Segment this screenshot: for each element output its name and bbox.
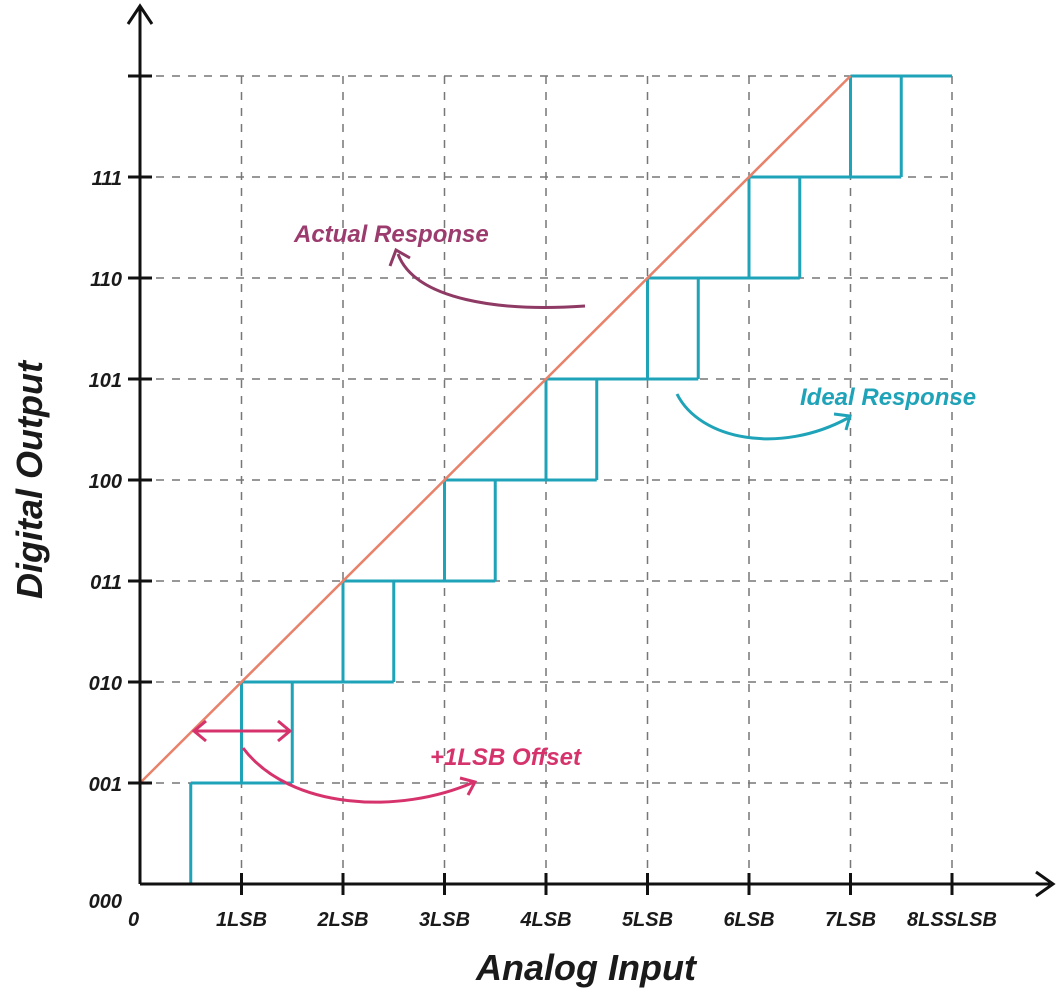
- y-tick-label: 111: [92, 168, 122, 190]
- actual-arrowhead-icon: [388, 247, 411, 267]
- x-tick-label: 0: [128, 909, 139, 931]
- x-tick-label: 6LSB: [723, 909, 774, 931]
- offset-right-arrowhead-icon: [277, 719, 293, 743]
- y-tick-label: 010: [89, 673, 122, 695]
- offset-arrow: [241, 747, 475, 804]
- y-tick-label: 001: [89, 774, 122, 796]
- x-tick-label: 8LSSLSB: [907, 909, 997, 931]
- x-axis-title: Analog Input: [475, 947, 698, 988]
- y-tick-label: 110: [90, 269, 122, 291]
- offset-left-arrowhead-icon: [191, 719, 207, 743]
- y-axis-arrow-icon: [126, 3, 154, 25]
- y-tick-label: 101: [89, 370, 122, 392]
- x-tick-label: 4LSB: [519, 909, 571, 931]
- x-axis-arrow-icon: [1035, 870, 1056, 898]
- x-tick-label: 2LSB: [316, 909, 368, 931]
- y-tick-label: 011: [90, 572, 122, 594]
- offset-label: +1LSB Offset: [430, 744, 582, 771]
- x-tick-label: 3LSB: [419, 909, 470, 931]
- y-axis-title: Digital Output: [9, 359, 50, 599]
- y-tick-label: 000: [89, 891, 122, 913]
- actual-response-arrow: [396, 253, 586, 309]
- y-tick-label: 100: [89, 471, 122, 493]
- ideal-arrowhead-icon: [833, 412, 852, 431]
- actual-response-line: [139, 75, 852, 784]
- offset-arrowhead-icon: [459, 776, 478, 796]
- actual-response-label: Actual Response: [293, 221, 489, 248]
- x-tick-label: 1LSB: [216, 909, 267, 931]
- ideal-response-label: Ideal Response: [800, 384, 976, 411]
- ideal-response-arrow: [675, 393, 849, 441]
- x-tick-label: 7LSB: [825, 909, 876, 931]
- x-tick-label: 5LSB: [622, 909, 673, 931]
